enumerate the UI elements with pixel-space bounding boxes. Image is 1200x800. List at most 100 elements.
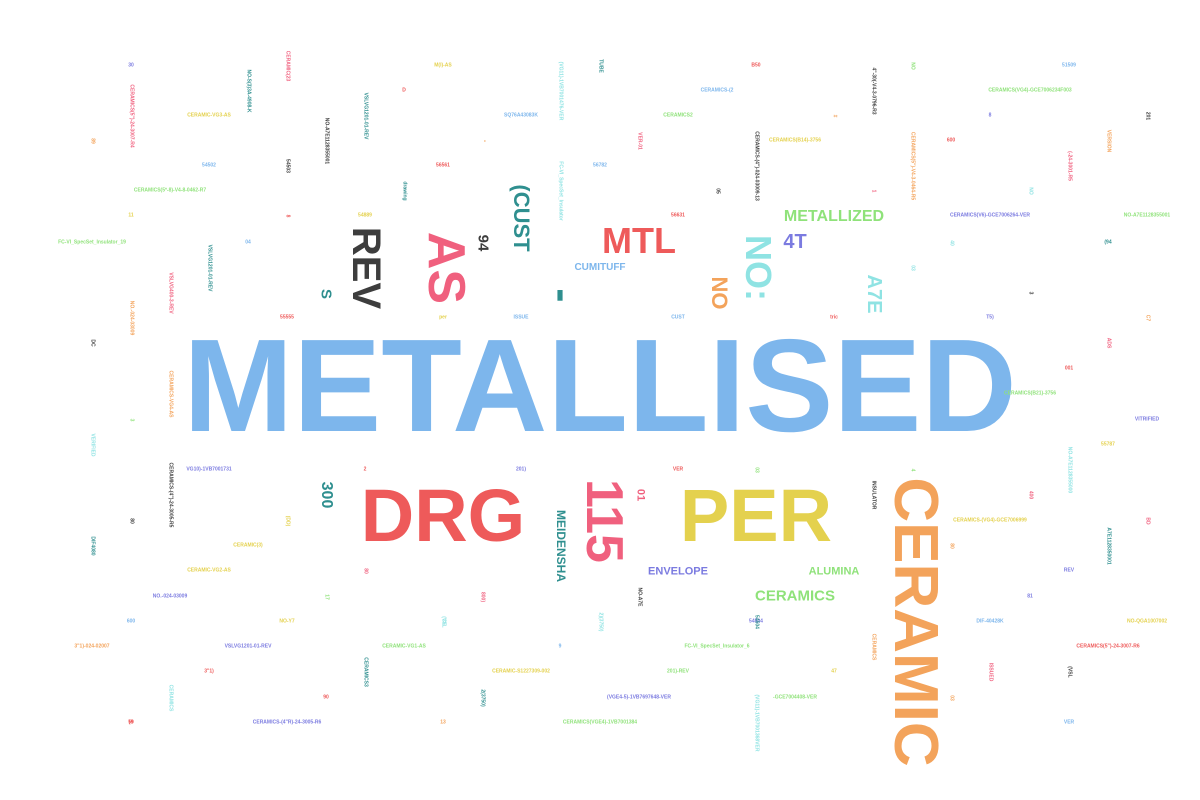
word-small: CERAMICS(5*-8)-V4-8-0462-R7 [133, 187, 207, 194]
word-small: 90 [323, 694, 329, 701]
word-small: 55555 [280, 314, 294, 321]
word-small-vertical: TUBE [597, 59, 604, 73]
word-small: 56561 [436, 162, 450, 169]
word-small-vertical: 54503 [284, 159, 291, 173]
word-small: CERAMIC-VG1-AS [382, 643, 426, 650]
word-small: 600 [126, 618, 136, 625]
word-small-vertical: (DD) [284, 515, 291, 527]
word-small: CERAMICS-(4"R)-24-3005-R6 [252, 719, 322, 726]
word-small: 59 [128, 719, 134, 726]
word-small-vertical: 80 [948, 543, 955, 549]
word-small: (9 [128, 719, 134, 726]
word-small: DIF-40428K [976, 618, 1004, 625]
word-small-vertical: 05 [714, 188, 721, 194]
word-small: VER [1063, 719, 1075, 726]
word-small-vertical: NO-S(3)3A-4908-K [245, 69, 252, 113]
word-small: 54889 [358, 212, 372, 219]
word-small-vertical: VSLVG1201-01-REV [206, 244, 213, 292]
word-small: CERAMIC-VG2-AS [187, 567, 231, 574]
word-small: NO-QGA1007002 [1126, 618, 1168, 625]
word-small: FC-VI_SpecSet_Insulator_19 [58, 239, 126, 246]
word-small-vertical: VSLVG1201-01-REV [362, 92, 369, 140]
word-small: 30 [128, 62, 134, 69]
word-small: 51509 [1062, 62, 1076, 69]
word-small-vertical: 89 [89, 138, 96, 144]
word-small-vertical: 201 [1144, 111, 1151, 121]
word-small: 13 [440, 719, 446, 726]
word-small-vertical: A7E1128350001 [1105, 527, 1112, 565]
word-small: CERAMIC-S1227309-002 [492, 668, 550, 675]
word-metallized: METALLIZED [783, 208, 885, 225]
word-small-vertical: 3 [1027, 291, 1034, 295]
word-envelope: ENVELOPE [648, 565, 708, 578]
word-small-vertical: VERIFIED [89, 433, 96, 457]
word-small-vertical: CERAMICS [870, 633, 877, 661]
word-4t: 4T [783, 231, 807, 253]
word-small: 56782 [593, 162, 607, 169]
word-small: CERAMIC(3) [233, 542, 263, 549]
word-no-colon: NO: [738, 235, 779, 301]
word-ceramics: CERAMICS [754, 587, 836, 605]
word-01: 01 [634, 488, 647, 502]
word-small-vertical: INSULATOR [870, 480, 877, 510]
word-small: SQ76A43083K [504, 112, 538, 119]
word-small-vertical: CERAMICS-(4")-24-3005-R5 [167, 462, 174, 528]
word-small-vertical: drawing [401, 181, 408, 201]
word-small: 201)-REV [667, 668, 689, 675]
word-small-vertical: DC [89, 339, 96, 347]
word-as: AS [417, 231, 475, 305]
word-small: per [439, 314, 447, 321]
word-small: NO-Y7 [279, 618, 295, 625]
word-small: 201) [515, 466, 527, 473]
word-small-vertical: 8 [284, 214, 291, 218]
word-small-vertical: (VG11)-1VB7001368VER [753, 694, 760, 752]
word-cumituff: CUMITUFF [574, 262, 626, 273]
word-small: ISSUE [513, 314, 529, 321]
word-small-vertical: CERAMICS-VG4-AS [167, 370, 174, 418]
word-small: CERAMICS(VGE4)-1VB7001384 [562, 719, 638, 726]
word-small-vertical: VERSION [1105, 129, 1112, 153]
word-small-vertical: # [831, 114, 838, 118]
word-small-vertical: 40 [948, 240, 955, 246]
word-a7e: A7E [863, 274, 885, 314]
word-small-vertical: 800) [479, 591, 486, 603]
word-small-vertical: C7 [1144, 314, 1151, 322]
word-small: CERAMICS2 [663, 112, 693, 119]
word-small-vertical: DIF4080 [89, 536, 96, 556]
word-small-vertical: FC-VI_SpecSet_Insulator [557, 161, 564, 221]
word-300: 300 [318, 481, 335, 509]
word-small-vertical: CERAMICS [167, 684, 174, 712]
word-small: CUST [671, 314, 685, 321]
word-small: 47 [831, 668, 837, 675]
word-small: D [402, 87, 406, 94]
word-small-vertical: 03 [753, 467, 760, 473]
word-ceramic: CERAMIC [881, 477, 950, 767]
word-small-vertical: 17 [323, 594, 330, 600]
word-small-vertical: 2(3750) [479, 689, 486, 707]
word-small: 001 [1064, 365, 1074, 372]
word-small: 3"1)-024-02007 [74, 643, 110, 650]
word-no: NO [707, 276, 732, 310]
word-small-vertical: NO-A7E1128355000 [1066, 446, 1073, 494]
word-small: VSLVG1201-01-REV [224, 643, 272, 650]
word-small: 54504 [749, 618, 763, 625]
word-small: 04 [245, 239, 251, 246]
word-small: VITRIFIED [1134, 416, 1160, 423]
word-block: ▮ [556, 286, 564, 302]
word-mtl: MTL [602, 220, 676, 261]
word-small-vertical: VER-01 [636, 132, 643, 150]
word-rev: REV [344, 226, 388, 310]
word-small: NO.-024-03009 [152, 593, 188, 600]
word-small: 600 [946, 137, 956, 144]
word-small: CERAMICS-(VG4)-GCE7006999 [953, 517, 1027, 524]
word-small: CERAMICS-(2 [700, 87, 734, 94]
word-small-vertical: 80 [128, 518, 135, 524]
word-small-vertical: 54504 [753, 615, 760, 629]
word-small-vertical: 1 [870, 189, 877, 193]
word-small-vertical: " [479, 139, 486, 143]
word-small: CERAMICS(VG4)-GCE7006234F003 [988, 87, 1072, 94]
word-small: CERAMICS(B21)-3756 [1004, 390, 1056, 397]
word-small: -GCE7004408-VER [773, 694, 817, 701]
word-small: 56631 [671, 212, 685, 219]
